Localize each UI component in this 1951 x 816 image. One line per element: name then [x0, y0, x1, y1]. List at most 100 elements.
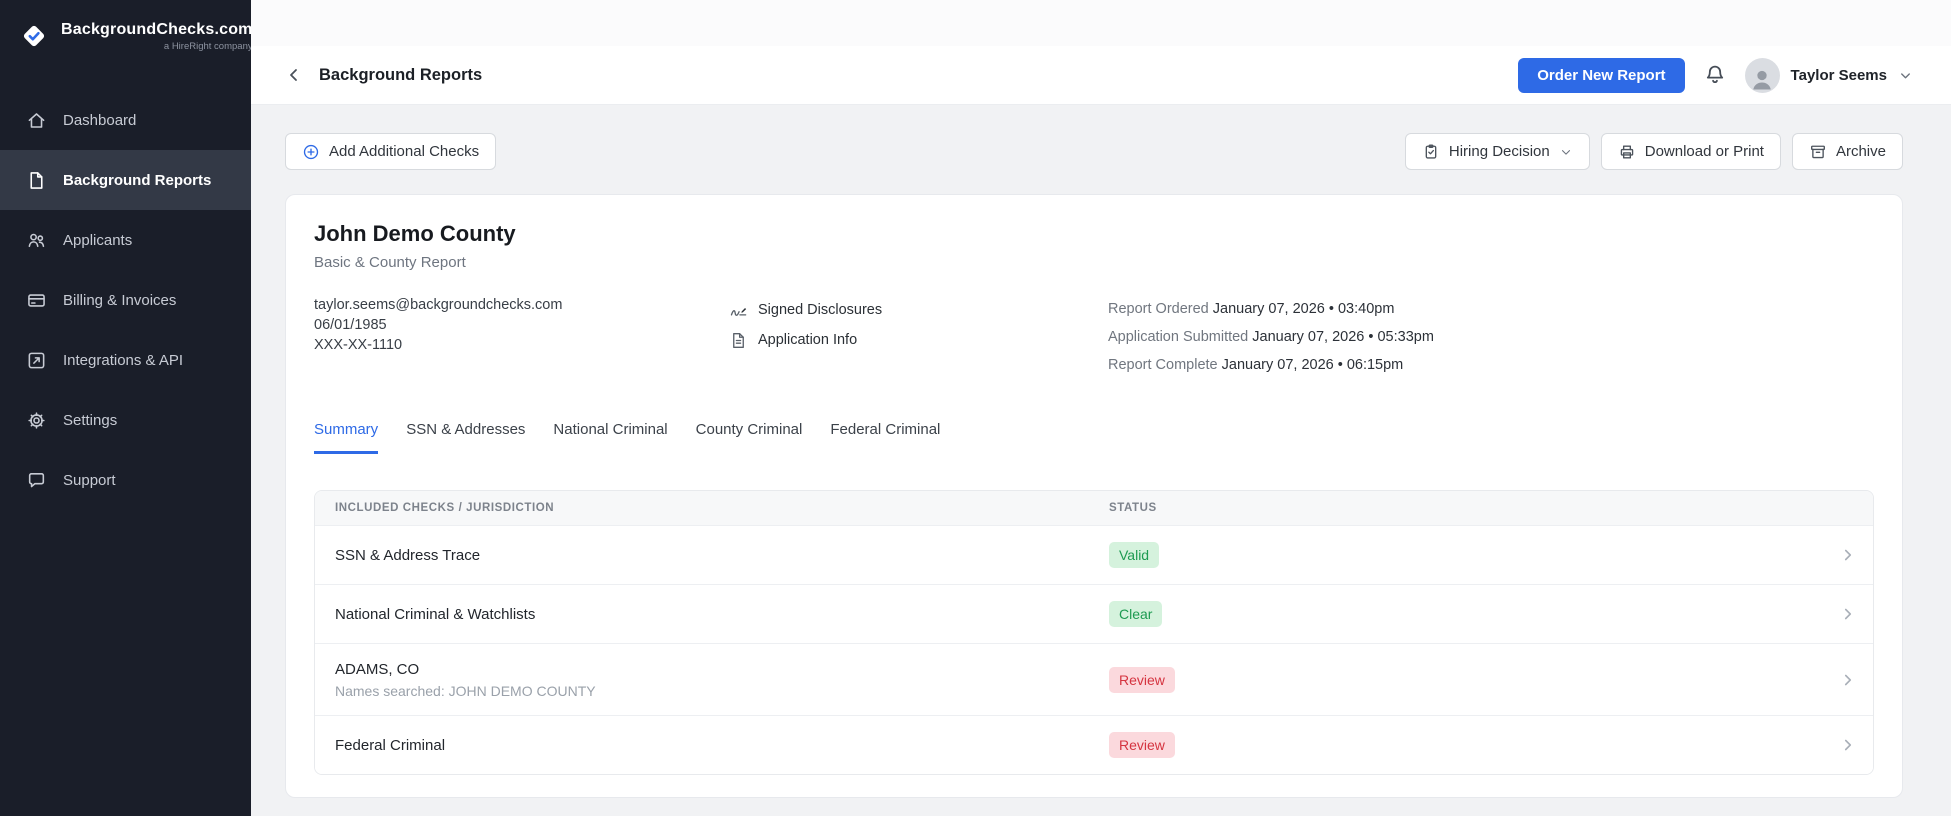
sidebar-item-settings[interactable]: Settings: [0, 390, 251, 450]
applicant-ssn: XXX-XX-1110: [314, 337, 403, 353]
check-name: ADAMS, CO: [335, 660, 420, 678]
brand-check-icon: [18, 20, 50, 52]
sidebar-item-label: Dashboard: [63, 111, 137, 129]
signature-icon: [730, 307, 747, 316]
sidebar-item-integrations[interactable]: Integrations & API: [0, 330, 251, 390]
checks-table: INCLUDED CHECKS / JURISDICTION STATUS SS…: [314, 490, 1874, 775]
sidebar-item-dashboard[interactable]: Dashboard: [0, 90, 251, 150]
top-strip: [251, 0, 1951, 46]
user-menu[interactable]: Taylor Seems: [1744, 57, 1913, 93]
report-timeline: Report Ordered January 07, 2026 • 03:40p…: [1108, 295, 1874, 379]
add-checks-label: Add Additional Checks: [329, 143, 480, 160]
report-card: John Demo County Basic & County Report t…: [285, 194, 1903, 798]
document-icon: [733, 332, 744, 348]
report-meta: taylor.seems@backgroundchecks.com 06/01/…: [314, 295, 1874, 379]
report-name: John Demo County: [314, 221, 516, 246]
table-row[interactable]: National Criminal & Watchlists Clear: [315, 584, 1873, 643]
add-additional-checks-button[interactable]: Add Additional Checks: [285, 133, 497, 170]
table-row[interactable]: Federal Criminal Review: [315, 715, 1873, 774]
home-icon: [26, 110, 47, 131]
table-row[interactable]: SSN & Address Trace Valid: [315, 525, 1873, 584]
hiring-decision-label: Hiring Decision: [1448, 143, 1550, 160]
application-info-link[interactable]: Application Info: [729, 325, 1108, 355]
applicant-dob: 06/01/1985: [314, 317, 387, 333]
gear-icon: [26, 410, 47, 431]
application-info-label: Application Info: [758, 332, 858, 348]
user-name: Taylor Seems: [1790, 66, 1887, 84]
column-header-checks: INCLUDED CHECKS / JURISDICTION: [335, 502, 555, 514]
applicant-details: taylor.seems@backgroundchecks.com 06/01/…: [314, 295, 729, 379]
toolbar: Add Additional Checks Hiring Decision Do…: [285, 133, 1903, 170]
brand-logo[interactable]: BackgroundChecks.com a HireRight company: [0, 0, 253, 66]
chevron-down-icon: [1898, 68, 1913, 83]
printer-icon: [1620, 144, 1633, 159]
integrations-icon: [26, 350, 47, 371]
status-badge: Review: [1109, 732, 1175, 758]
hiring-decision-button[interactable]: Hiring Decision: [1404, 133, 1590, 170]
sidebar-item-label: Integrations & API: [63, 351, 184, 369]
sidebar-item-label: Applicants: [63, 231, 133, 249]
main-area: Background Reports Order New Report Tayl…: [251, 0, 1951, 816]
tab-county-criminal[interactable]: County Criminal: [695, 421, 803, 438]
timeline-row: Report Ordered January 07, 2026 • 03:40p…: [1108, 301, 1395, 317]
sidebar-item-billing[interactable]: Billing & Invoices: [0, 270, 251, 330]
chat-icon: [26, 470, 47, 491]
chevron-right-icon: [1839, 736, 1873, 754]
brand-name: BackgroundChecks.com: [61, 20, 253, 38]
signed-disclosures-label: Signed Disclosures: [758, 302, 883, 318]
column-header-status: STATUS: [1109, 502, 1157, 514]
signed-disclosures-link[interactable]: Signed Disclosures: [729, 295, 1108, 325]
page-header: Background Reports Order New Report Tayl…: [251, 46, 1951, 105]
download-print-label: Download or Print: [1644, 143, 1764, 160]
timeline-row: Report Complete January 07, 2026 • 06:15…: [1108, 357, 1404, 373]
credit-card-icon: [26, 290, 47, 311]
chevron-right-icon: [1839, 671, 1873, 689]
chevron-left-icon: [290, 69, 297, 81]
brand-text: BackgroundChecks.com a HireRight company: [61, 21, 253, 52]
chevron-right-icon: [1839, 546, 1873, 564]
clipboard-icon: [1425, 143, 1437, 159]
sidebar-nav: Dashboard Background Reports Applicants …: [0, 90, 251, 510]
toolbar-right-group: Hiring Decision Download or Print Archiv…: [1404, 133, 1903, 170]
chevron-right-icon: [1839, 605, 1873, 623]
status-badge: Valid: [1109, 542, 1160, 568]
archive-icon: [1810, 145, 1825, 158]
tab-federal-criminal[interactable]: Federal Criminal: [830, 421, 941, 438]
sidebar-item-applicants[interactable]: Applicants: [0, 210, 251, 270]
sidebar-item-support[interactable]: Support: [0, 450, 251, 510]
content-area: Add Additional Checks Hiring Decision Do…: [251, 105, 1951, 798]
table-row[interactable]: ADAMS, CO Names searched: JOHN DEMO COUN…: [315, 643, 1873, 715]
report-links: Signed Disclosures Application Info: [729, 295, 1108, 379]
tab-summary[interactable]: Summary: [314, 421, 379, 454]
bell-icon: [1706, 65, 1723, 83]
sidebar: BackgroundChecks.com a HireRight company…: [0, 0, 253, 816]
sidebar-item-background-reports[interactable]: Background Reports: [0, 150, 251, 210]
report-type: Basic & County Report: [314, 254, 466, 271]
status-badge: Review: [1109, 666, 1175, 693]
status-badge: Clear: [1109, 601, 1163, 627]
check-name: Federal Criminal: [335, 736, 446, 754]
tab-ssn-addresses[interactable]: SSN & Addresses: [406, 421, 526, 438]
sidebar-item-label: Support: [63, 471, 116, 489]
back-button[interactable]: [279, 60, 309, 90]
person-icon: [1753, 70, 1771, 89]
sidebar-item-label: Settings: [63, 411, 118, 429]
check-subtitle: Names searched: JOHN DEMO COUNTY: [335, 682, 596, 699]
table-header: INCLUDED CHECKS / JURISDICTION STATUS: [315, 491, 1873, 525]
users-icon: [26, 230, 47, 251]
check-name: National Criminal & Watchlists: [335, 605, 536, 623]
order-new-report-button[interactable]: Order New Report: [1518, 57, 1685, 93]
tab-national-criminal[interactable]: National Criminal: [553, 421, 668, 438]
plus-circle-icon: [303, 144, 319, 159]
sidebar-item-label: Background Reports: [63, 171, 212, 189]
avatar: [1744, 57, 1780, 93]
check-name: SSN & Address Trace: [335, 546, 481, 564]
timeline-row: Application Submitted January 07, 2026 •…: [1108, 329, 1434, 345]
applicant-email: taylor.seems@backgroundchecks.com: [314, 297, 563, 313]
chevron-down-icon: [1561, 149, 1570, 155]
download-or-print-button[interactable]: Download or Print: [1600, 133, 1781, 170]
report-tabs: Summary SSN & Addresses National Crimina…: [314, 421, 1874, 454]
archive-button[interactable]: Archive: [1791, 133, 1903, 170]
brand-tagline: a HireRight company: [163, 40, 253, 52]
notifications-button[interactable]: [1703, 63, 1727, 87]
